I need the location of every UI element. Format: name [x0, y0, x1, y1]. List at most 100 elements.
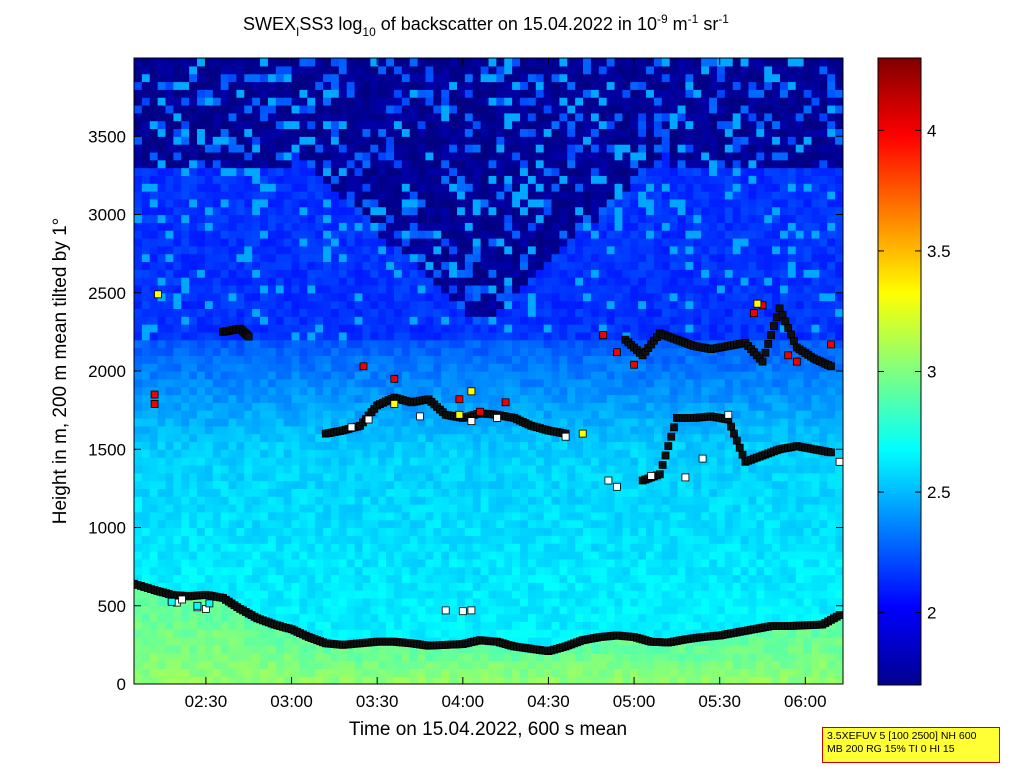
heatmap-cell [598, 97, 608, 106]
heatmap-cell [472, 652, 482, 662]
heatmap-cell [323, 292, 332, 302]
heatmap-cell [197, 652, 206, 662]
heatmap-cell [512, 394, 521, 403]
heatmap-cell [134, 550, 143, 560]
heatmap-cell [520, 652, 529, 662]
heatmap-cell [409, 331, 419, 341]
heatmap-cell [559, 590, 568, 599]
heatmap-cell [267, 394, 277, 403]
heatmap-cell [189, 159, 198, 169]
heatmap-cell [441, 621, 450, 630]
heatmap-cell [425, 355, 434, 364]
heatmap-cell [433, 339, 442, 349]
heatmap-cell [244, 269, 253, 278]
heatmap-cell [622, 590, 631, 599]
heatmap-cell [433, 324, 442, 333]
heatmap-cell [583, 394, 592, 403]
heatmap-cell [134, 676, 143, 684]
heatmap-cell [354, 550, 364, 560]
heatmap-cell [330, 590, 340, 599]
heatmap-cell [606, 237, 616, 247]
heatmap-cell [401, 652, 411, 662]
heatmap-cell [449, 558, 458, 568]
heatmap-cell [425, 292, 434, 302]
heatmap-cell [480, 597, 490, 607]
heatmap-cell [307, 496, 316, 505]
heatmap-cell [181, 81, 190, 90]
heatmap-cell [307, 371, 316, 380]
heatmap-cell [330, 128, 340, 137]
heatmap-cell [275, 245, 285, 255]
heatmap-cell [567, 206, 576, 216]
heatmap-cell [362, 159, 371, 169]
heatmap-cell [236, 81, 245, 90]
heatmap-cell [520, 237, 529, 247]
heatmap-cell [543, 284, 553, 294]
heatmap-cell [299, 151, 308, 161]
heatmap-cell [354, 582, 364, 591]
heatmap-cell [212, 543, 222, 552]
heatmap-cell [165, 81, 174, 90]
heatmap-cell [441, 480, 450, 489]
heatmap-cell [197, 112, 206, 122]
heatmap-cell [197, 58, 206, 67]
heatmap-cell [291, 394, 301, 403]
heatmap-cell [417, 629, 427, 638]
heatmap-cell [354, 206, 364, 216]
heatmap-cell [480, 660, 490, 669]
heatmap-cell [134, 457, 143, 466]
heatmap-cell [409, 504, 419, 513]
heatmap-cell [567, 535, 576, 544]
heatmap-cell [291, 191, 301, 200]
heatmap-cell [338, 65, 348, 75]
heatmap-cell [590, 480, 600, 489]
heatmap-cell [299, 582, 308, 591]
heatmap-cell [378, 97, 387, 106]
heatmap-cell [606, 441, 616, 450]
heatmap-cell [157, 660, 167, 669]
heatmap-cell [386, 120, 395, 130]
heatmap-cell [472, 347, 482, 356]
heatmap-cell [433, 629, 442, 638]
heatmap-cell [527, 363, 537, 372]
heatmap-cell [575, 222, 584, 231]
heatmap-cell [244, 550, 253, 560]
heatmap-cell [622, 621, 631, 630]
heatmap-cell [354, 590, 364, 599]
heatmap-cell [433, 457, 442, 466]
heatmap-cell [283, 410, 293, 419]
heatmap-cell [590, 183, 600, 192]
heatmap-cell [157, 151, 167, 161]
heatmap-cell [449, 480, 458, 489]
heatmap-cell [181, 605, 190, 615]
heatmap-cell [575, 97, 584, 106]
heatmap-cell [449, 198, 458, 208]
heatmap-cell [583, 261, 592, 270]
heatmap-cell [393, 81, 403, 90]
heatmap-cell [299, 527, 308, 536]
heatmap-cell [244, 73, 253, 83]
heatmap-cell [409, 65, 419, 75]
heatmap-cell [449, 590, 458, 599]
heatmap-cell [275, 457, 285, 466]
heatmap-cell [417, 527, 427, 536]
heatmap-cell [228, 269, 238, 278]
heatmap-cell [267, 363, 277, 372]
heatmap-cell [575, 371, 584, 380]
heatmap-cell [362, 284, 371, 294]
heatmap-cell [228, 417, 238, 427]
heatmap-cell [283, 668, 293, 677]
heatmap-cell [520, 457, 529, 466]
heatmap-cell [543, 480, 553, 489]
heatmap-cell [520, 230, 529, 239]
heatmap-cell [283, 339, 293, 349]
heatmap-cell [464, 558, 474, 568]
heatmap-cell [504, 206, 513, 216]
heatmap-cell [527, 331, 537, 341]
heatmap-cell [228, 558, 238, 568]
heatmap-cell [134, 65, 143, 75]
heatmap-cell [212, 652, 222, 662]
heatmap-cell [527, 488, 537, 497]
heatmap-cell [472, 488, 482, 497]
heatmap-cell [559, 89, 568, 98]
